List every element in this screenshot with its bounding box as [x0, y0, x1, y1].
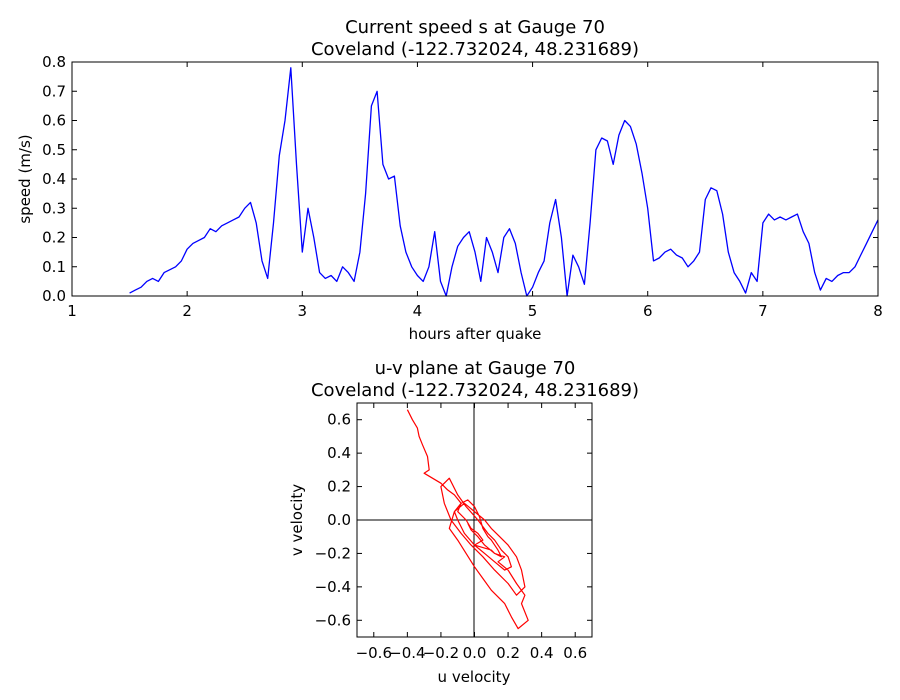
speed-chart-plot-frame	[71, 61, 879, 297]
uv-y-tick-label: 0.4	[327, 444, 351, 462]
uv-chart-title: u-v plane at Gauge 70	[375, 358, 576, 379]
x-tick-label: 7	[758, 302, 768, 320]
uv-y-tick-label: 0.6	[327, 411, 351, 429]
uv-x-tick-label: −0.4	[389, 644, 425, 662]
x-tick-label: 3	[298, 302, 308, 320]
y-tick-label: 0.7	[42, 82, 66, 100]
uv-x-tick-label: 0.0	[463, 644, 487, 662]
uv-x-tick-label: 0.2	[496, 644, 520, 662]
speed-chart-ticks: 1 2 3 4 5 6 7 8 0.0 0.1 0.2 0.3 0.4 0.5 0.6 0.7 0.8	[42, 53, 883, 320]
x-tick-label: 1	[67, 302, 77, 320]
uv-chart-subtitle: Coveland (-122.732024, 48.231689)	[311, 380, 639, 401]
speed-chart-x-label: hours after quake	[409, 325, 542, 343]
x-tick-label: 2	[182, 302, 192, 320]
speed-series-line	[129, 67, 879, 297]
speed-chart-title: Current speed s at Gauge 70	[345, 17, 605, 38]
speed-chart-y-label: speed (m/s)	[16, 134, 34, 223]
uv-x-tick-label: −0.6	[356, 644, 392, 662]
y-tick-label: 0.5	[42, 141, 66, 159]
y-tick-label: 0.6	[42, 112, 66, 130]
uv-y-tick-label: −0.4	[315, 578, 351, 596]
y-tick-label: 0.1	[42, 258, 66, 276]
uv-y-tick-label: −0.2	[315, 544, 351, 562]
uv-chart-ticks: −0.6−0.4−0.2 0.0 0.2 0.4 0.6−0.6−0.4−0.20.00…	[315, 403, 592, 662]
x-tick-label: 4	[413, 302, 423, 320]
speed-chart-subtitle: Coveland (-122.732024, 48.231689)	[311, 39, 639, 60]
speed-chart: Current speed s at Gauge 70 Coveland (-1…	[16, 17, 883, 343]
y-tick-label: 0.3	[42, 199, 66, 217]
uv-trajectory-line	[406, 409, 529, 630]
uv-chart-y-label: v velocity	[288, 484, 306, 556]
uv-chart-plot-frame	[356, 402, 593, 638]
x-tick-label: 6	[643, 302, 653, 320]
uv-y-tick-label: −0.6	[315, 611, 351, 629]
y-tick-label: 0.0	[42, 287, 66, 305]
uv-chart: u-v plane at Gauge 70 Coveland (-122.732…	[288, 358, 639, 686]
uv-chart-x-label: u velocity	[438, 668, 511, 686]
y-tick-label: 0.2	[42, 229, 66, 247]
uv-x-tick-label: 0.4	[530, 644, 554, 662]
y-tick-label: 0.4	[42, 170, 66, 188]
uv-y-tick-label: 0.0	[327, 511, 351, 529]
y-tick-label: 0.8	[42, 53, 66, 71]
uv-x-tick-label: 0.6	[563, 644, 587, 662]
x-tick-label: 5	[528, 302, 538, 320]
x-tick-label: 8	[873, 302, 883, 320]
uv-y-tick-label: 0.2	[327, 478, 351, 496]
uv-x-tick-label: −0.2	[423, 644, 459, 662]
